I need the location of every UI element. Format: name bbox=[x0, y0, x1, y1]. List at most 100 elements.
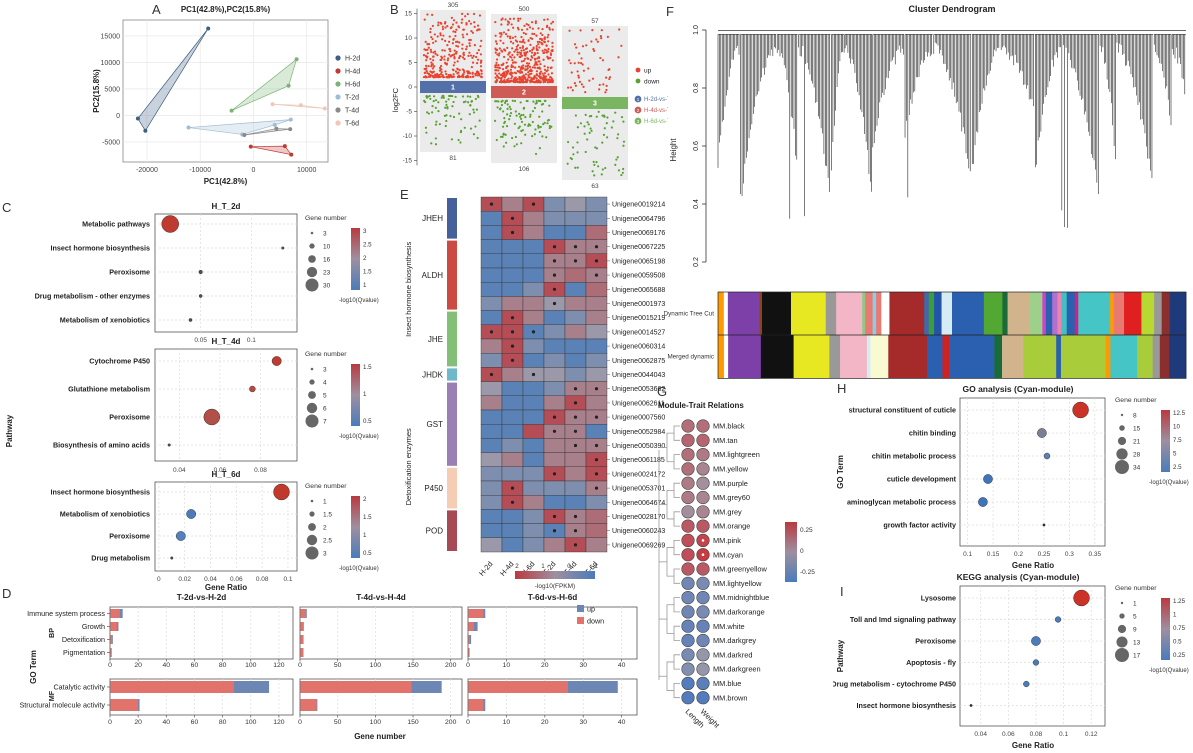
svg-text:GO Term: GO Term bbox=[29, 650, 38, 684]
svg-text:Module-Trait Relations: Module-Trait Relations bbox=[658, 401, 744, 410]
svg-text:100: 100 bbox=[370, 719, 382, 726]
svg-text:150: 150 bbox=[407, 662, 419, 669]
svg-text:H-6d: H-6d bbox=[345, 82, 360, 89]
svg-text:6: 6 bbox=[323, 406, 327, 413]
svg-text:1: 1 bbox=[1133, 601, 1137, 608]
svg-text:0.25: 0.25 bbox=[1173, 652, 1186, 659]
svg-text:Metabolism of xenobiotics: Metabolism of xenobiotics bbox=[60, 510, 150, 519]
svg-text:Gene number: Gene number bbox=[354, 732, 406, 741]
svg-text:0: 0 bbox=[116, 113, 120, 120]
svg-text:Growth: Growth bbox=[82, 622, 105, 631]
svg-text:0.25: 0.25 bbox=[1038, 551, 1051, 558]
svg-text:5: 5 bbox=[1133, 614, 1137, 621]
svg-text:H-4d: H-4d bbox=[345, 69, 360, 76]
svg-text:H_T_6d: H_T_6d bbox=[212, 470, 241, 479]
svg-text:MM.midnightblue: MM.midnightblue bbox=[713, 593, 769, 602]
svg-text:Toll and Imd signaling pathway: Toll and Imd signaling pathway bbox=[850, 615, 956, 624]
svg-text:3: 3 bbox=[323, 367, 327, 374]
svg-text:0.5: 0.5 bbox=[363, 418, 372, 425]
svg-text:10: 10 bbox=[1173, 424, 1180, 431]
svg-text:28: 28 bbox=[1133, 452, 1141, 459]
svg-text:34: 34 bbox=[1133, 465, 1141, 472]
svg-text:7.5: 7.5 bbox=[1173, 437, 1182, 444]
svg-text:Pigmentation: Pigmentation bbox=[63, 648, 105, 657]
svg-text:0: 0 bbox=[108, 662, 112, 669]
svg-text:40: 40 bbox=[163, 662, 171, 669]
svg-text:10: 10 bbox=[503, 719, 511, 726]
svg-text:0.75: 0.75 bbox=[1173, 625, 1186, 632]
svg-text:-0.25: -0.25 bbox=[800, 569, 815, 576]
svg-text:10000: 10000 bbox=[297, 167, 317, 174]
svg-text:30: 30 bbox=[323, 283, 331, 290]
svg-text:Insect hormone biosynthesis: Insect hormone biosynthesis bbox=[51, 488, 150, 497]
svg-text:1.5: 1.5 bbox=[363, 364, 372, 371]
svg-text:0.06: 0.06 bbox=[1002, 731, 1015, 738]
svg-text:0.15: 0.15 bbox=[987, 551, 1000, 558]
svg-text:Unigene0028170: Unigene0028170 bbox=[612, 514, 665, 521]
svg-text:Peroxisome: Peroxisome bbox=[915, 637, 956, 646]
svg-text:40: 40 bbox=[618, 662, 626, 669]
svg-text:0.3: 0.3 bbox=[1065, 551, 1074, 558]
svg-text:Gene Ratio: Gene Ratio bbox=[1012, 741, 1054, 750]
panel-a-pca: PC1(42.8%),PC2(15.8%) -20000 -10000 0 10000 -… bbox=[85, 0, 390, 198]
svg-text:0: 0 bbox=[466, 719, 470, 726]
svg-text:2: 2 bbox=[323, 525, 327, 532]
panel-label-b: B bbox=[390, 2, 399, 17]
svg-text:chitin metabolic process: chitin metabolic process bbox=[872, 452, 956, 461]
svg-text:80: 80 bbox=[219, 719, 227, 726]
svg-text:H-2d: H-2d bbox=[477, 560, 494, 578]
svg-text:0.1: 0.1 bbox=[963, 551, 972, 558]
svg-text:0.05: 0.05 bbox=[194, 337, 207, 344]
svg-text:H-2d: H-2d bbox=[345, 56, 360, 63]
svg-text:0.1: 0.1 bbox=[283, 576, 292, 583]
svg-text:Dynamic Tree Cut: Dynamic Tree Cut bbox=[664, 311, 715, 318]
svg-text:100: 100 bbox=[370, 662, 382, 669]
panel-h-go-cyan: 0.1 0.15 0.2 0.25 0.3 0.35 structural constitu… bbox=[833, 378, 1193, 574]
svg-text:growth factor activity: growth factor activity bbox=[883, 521, 956, 530]
svg-text:0.1: 0.1 bbox=[1059, 731, 1068, 738]
svg-text:Gene number: Gene number bbox=[305, 483, 347, 490]
svg-text:up: up bbox=[587, 605, 595, 614]
svg-text:Peroxisome: Peroxisome bbox=[109, 268, 150, 277]
svg-text:3: 3 bbox=[593, 101, 597, 108]
svg-text:KEGG analysis (Cyan-module): KEGG analysis (Cyan-module) bbox=[957, 572, 1080, 582]
svg-text:MM.tan: MM.tan bbox=[713, 436, 738, 445]
svg-text:Unigene0024172: Unigene0024172 bbox=[612, 471, 665, 478]
svg-text:Peroxisome: Peroxisome bbox=[109, 532, 150, 541]
svg-text:10: 10 bbox=[323, 244, 331, 251]
module-trait-plot: Module-Trait Relations MM.black MM.tan MM.l… bbox=[658, 401, 815, 730]
svg-text:2: 2 bbox=[363, 255, 367, 262]
svg-text:Metabolism of xenobiotics: Metabolism of xenobiotics bbox=[60, 316, 150, 325]
svg-text:0.6: 0.6 bbox=[693, 141, 700, 151]
panel-label-d: D bbox=[2, 586, 12, 601]
svg-text:9: 9 bbox=[1133, 627, 1137, 634]
svg-text:-log10(Qvalue): -log10(Qvalue) bbox=[1149, 668, 1189, 674]
svg-text:15: 15 bbox=[405, 11, 413, 18]
svg-text:100: 100 bbox=[245, 719, 257, 726]
svg-text:0: 0 bbox=[298, 719, 302, 726]
svg-text:1: 1 bbox=[363, 282, 367, 289]
svg-text:-log10(Qvalue): -log10(Qvalue) bbox=[339, 434, 379, 440]
svg-text:Unigene0053662: Unigene0053662 bbox=[612, 386, 665, 393]
svg-text:MM.grey60: MM.grey60 bbox=[713, 493, 750, 502]
svg-text:40: 40 bbox=[163, 719, 171, 726]
svg-text:1: 1 bbox=[451, 85, 455, 92]
svg-text:GST: GST bbox=[427, 420, 444, 429]
svg-text:Merged dynamic: Merged dynamic bbox=[667, 354, 714, 361]
svg-text:Biosynthesis of amino acids: Biosynthesis of amino acids bbox=[53, 441, 150, 450]
svg-text:-20000: -20000 bbox=[136, 167, 158, 174]
svg-text:200: 200 bbox=[445, 719, 457, 726]
svg-text:5: 5 bbox=[408, 60, 412, 67]
svg-text:0.4: 0.4 bbox=[693, 199, 700, 209]
svg-text:log2FC: log2FC bbox=[391, 87, 400, 112]
svg-text:10: 10 bbox=[503, 662, 511, 669]
svg-text:15000: 15000 bbox=[101, 33, 121, 40]
svg-text:Unigene0065198: Unigene0065198 bbox=[612, 258, 665, 265]
svg-text:Unigene0069269: Unigene0069269 bbox=[612, 542, 665, 549]
cluster-dendrogram: Cluster Dendrogram 0.2 0.4 0.6 0.8 1.0 Height D… bbox=[664, 4, 1187, 379]
svg-text:1: 1 bbox=[323, 499, 327, 506]
svg-text:Cytochrome P450: Cytochrome P450 bbox=[89, 357, 150, 366]
svg-text:-10000: -10000 bbox=[189, 167, 211, 174]
svg-text:Lysosome: Lysosome bbox=[921, 594, 956, 603]
